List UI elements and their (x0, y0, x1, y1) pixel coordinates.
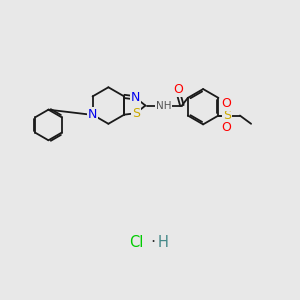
Text: N: N (131, 92, 141, 104)
Text: NH: NH (156, 100, 171, 110)
Text: O: O (222, 97, 232, 110)
Text: O: O (222, 121, 232, 134)
Text: ·: · (150, 235, 155, 250)
Text: O: O (173, 83, 183, 96)
Text: H: H (158, 235, 169, 250)
Text: Cl: Cl (130, 235, 144, 250)
Text: N: N (88, 108, 97, 121)
Text: S: S (132, 107, 140, 120)
Text: S: S (223, 109, 231, 122)
